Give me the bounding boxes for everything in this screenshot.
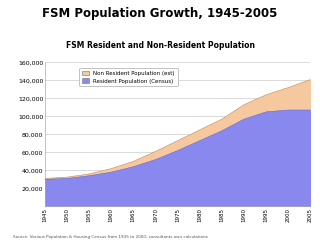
Text: FSM Population Growth, 1945-2005: FSM Population Growth, 1945-2005 <box>42 7 278 20</box>
Text: Source: Various Population & Housing Census from 1935 to 2000; consultants own c: Source: Various Population & Housing Cen… <box>13 235 208 239</box>
Text: FSM Resident and Non-Resident Population: FSM Resident and Non-Resident Population <box>66 41 254 50</box>
Legend: Non Resident Population (est), Resident Population (Census): Non Resident Population (est), Resident … <box>79 68 178 86</box>
